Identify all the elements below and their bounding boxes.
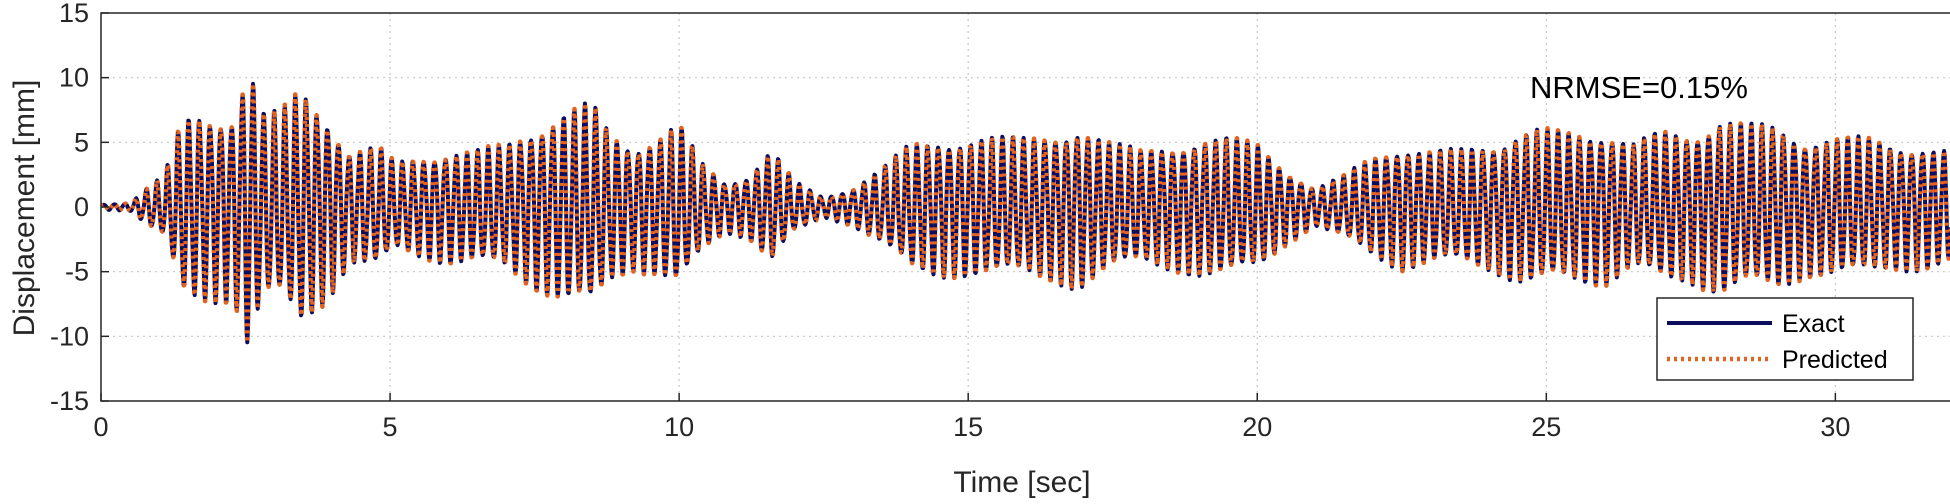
x-tick-label: 10 [664, 412, 694, 442]
y-tick-label: -10 [50, 321, 89, 351]
x-tick-label: 30 [1820, 412, 1850, 442]
x-tick-label: 25 [1531, 412, 1561, 442]
y-tick-label: 5 [74, 127, 89, 157]
y-tick-label: 10 [59, 63, 89, 93]
x-axis-title: Time [sec] [953, 466, 1090, 499]
legend-label-exact: Exact [1782, 310, 1845, 338]
y-tick-label: 0 [74, 192, 89, 222]
y-tick-label: -15 [50, 386, 89, 416]
legend-box [1656, 297, 1914, 381]
y-tick-label: -5 [65, 257, 89, 287]
y-tick-label: 15 [59, 0, 89, 28]
legend-label-predicted: Predicted [1782, 346, 1888, 374]
axis-ticks: 0 5 10 15 20 25 30 -15 -10 -5 0 5 10 15 [50, 0, 1850, 442]
x-tick-label: 0 [93, 412, 108, 442]
y-axis-title: Displacement [mm] [8, 80, 41, 337]
x-tick-label: 20 [1242, 412, 1272, 442]
series-predicted-line [101, 81, 1950, 345]
legend: Exact Predicted [1656, 297, 1914, 381]
x-tick-label: 15 [953, 412, 983, 442]
x-tick-label: 5 [383, 412, 398, 442]
nrmse-annotation: NRMSE=0.15% [1530, 70, 1748, 105]
